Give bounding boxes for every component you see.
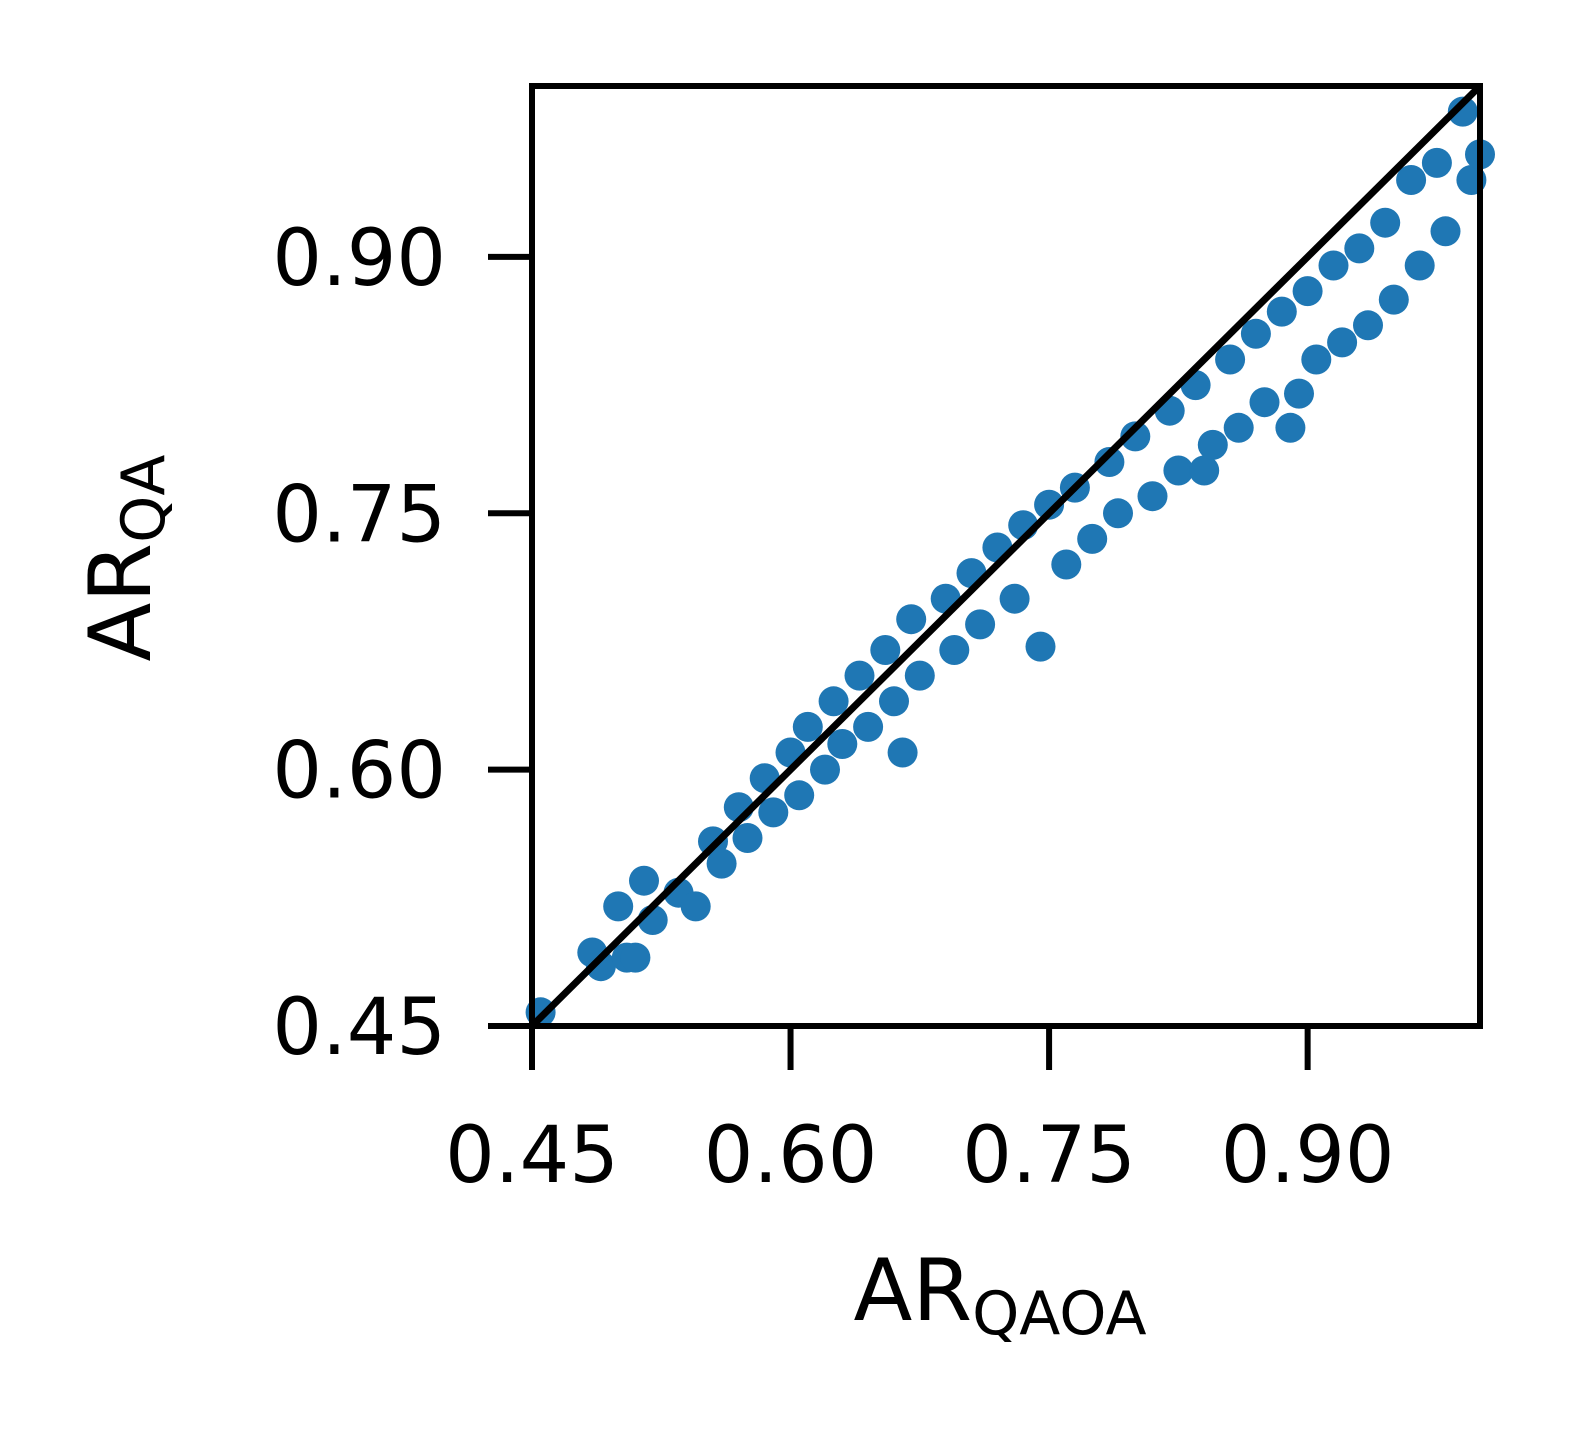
scatter-point bbox=[1292, 276, 1323, 307]
scatter-point bbox=[706, 848, 737, 879]
scatter-point bbox=[1344, 233, 1375, 264]
scatter-point bbox=[680, 891, 711, 922]
x-axis-label: ARQAOA bbox=[853, 1241, 1146, 1349]
scatter-point bbox=[1318, 250, 1349, 281]
plot-frame bbox=[529, 83, 1483, 1029]
scatter-point bbox=[827, 729, 858, 759]
x-axis-label-sub: QAOA bbox=[972, 1279, 1146, 1349]
y-tick-label: 0.45 bbox=[272, 983, 446, 1073]
scatter-point bbox=[1034, 489, 1065, 520]
scatter-point bbox=[896, 604, 927, 635]
scatter-point bbox=[732, 823, 763, 853]
scatter-point bbox=[853, 711, 884, 742]
scatter-point bbox=[1197, 429, 1228, 460]
scatter-point bbox=[939, 635, 970, 665]
scatter-point bbox=[818, 686, 849, 717]
scatter-point bbox=[1301, 344, 1332, 375]
x-tick-label: 0.60 bbox=[704, 1111, 878, 1201]
scatter-point bbox=[1266, 296, 1297, 327]
scatter-point bbox=[887, 737, 918, 768]
scatter-point bbox=[1284, 378, 1314, 409]
x-axis-label-main: AR bbox=[853, 1241, 972, 1341]
y-tick-label: 0.90 bbox=[272, 214, 446, 304]
scatter-point bbox=[1077, 523, 1108, 554]
y-tick-label: 0.60 bbox=[272, 727, 446, 817]
x-tick-label: 0.75 bbox=[962, 1111, 1136, 1201]
scatter-point bbox=[870, 635, 901, 665]
scatter-point bbox=[620, 942, 651, 973]
x-axis-ticks: 0.45 0.60 0.75 0.90 bbox=[445, 1026, 1394, 1201]
scatter-point bbox=[1189, 455, 1220, 486]
reference-line bbox=[529, 83, 1483, 1029]
scatter-point bbox=[1137, 481, 1168, 512]
scatter-point bbox=[904, 660, 935, 691]
scatter-point bbox=[1094, 447, 1125, 477]
scatter-point bbox=[999, 583, 1030, 614]
scatter-point bbox=[1103, 498, 1133, 529]
scatter-point bbox=[879, 686, 909, 717]
scatter-point bbox=[810, 754, 840, 785]
scatter-point bbox=[784, 780, 815, 811]
y-axis-label-sub: QA bbox=[109, 455, 179, 543]
scatter-point bbox=[1421, 147, 1452, 178]
scatter-points bbox=[525, 96, 1495, 1028]
scatter-point bbox=[965, 609, 996, 640]
y-axis-label-main: AR bbox=[71, 543, 171, 662]
scatter-point bbox=[1370, 207, 1401, 238]
scatter-point bbox=[1223, 412, 1254, 443]
scatter-point bbox=[1163, 455, 1194, 486]
scatter-point bbox=[1249, 387, 1280, 418]
scatter-point bbox=[1215, 344, 1246, 375]
scatter-point bbox=[1353, 310, 1383, 341]
scatter-point bbox=[629, 865, 659, 896]
scatter-point bbox=[585, 951, 616, 982]
scatter-point bbox=[1275, 412, 1306, 443]
scatter-point bbox=[1404, 250, 1435, 281]
scatter-point bbox=[1051, 549, 1082, 580]
x-tick-label: 0.45 bbox=[445, 1111, 619, 1201]
scatter-point bbox=[1447, 96, 1478, 127]
scatter-point bbox=[792, 711, 823, 742]
x-tick-label: 0.90 bbox=[1221, 1111, 1395, 1201]
scatter-point bbox=[603, 891, 634, 922]
scatter-point bbox=[1120, 421, 1151, 452]
scatter-point bbox=[1430, 216, 1461, 247]
scatter-point bbox=[1396, 165, 1427, 195]
scatter-point bbox=[1240, 318, 1271, 349]
y-axis-ticks: 0.45 0.60 0.75 0.90 bbox=[272, 214, 532, 1073]
scatter-point bbox=[1025, 631, 1056, 662]
y-tick-label: 0.75 bbox=[272, 470, 446, 560]
scatter-point bbox=[758, 797, 789, 828]
scatter-point bbox=[1327, 327, 1358, 358]
y-axis-label: ARQA bbox=[71, 455, 179, 662]
scatter-point bbox=[844, 660, 875, 691]
scatter-point bbox=[1378, 284, 1409, 315]
